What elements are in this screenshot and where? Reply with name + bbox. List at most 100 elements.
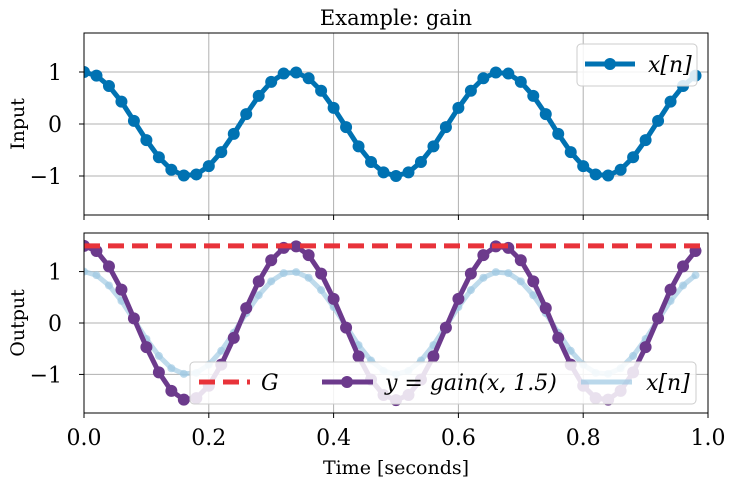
output-series-0-point xyxy=(240,302,253,315)
output-series-1-point xyxy=(167,364,176,373)
output-x-tick-label: 0.4 xyxy=(316,426,351,451)
output-series-1-point xyxy=(566,346,575,355)
output-series-0-point xyxy=(552,331,565,344)
output-series-1-point xyxy=(466,286,475,295)
input-series-0-point xyxy=(614,163,627,176)
output-series-0-point xyxy=(427,350,440,363)
x-axis-label: Time [seconds] xyxy=(323,457,469,479)
output-series-0-point xyxy=(477,249,490,262)
input-series-0-point xyxy=(302,72,315,85)
output-series-0-point xyxy=(102,260,115,273)
output-series-0-point xyxy=(177,393,190,406)
output-series-1-point xyxy=(679,281,688,290)
output-legend: G y = gain(x, 1.5) x[n] xyxy=(189,361,697,405)
input-series-0-point xyxy=(240,108,253,121)
output-y-tick-label: −1 xyxy=(30,363,62,388)
input-series-0-point xyxy=(90,69,103,82)
output-series-1-point xyxy=(279,269,288,278)
output-x-tick-label: 0.6 xyxy=(441,426,476,451)
input-series-0-point xyxy=(552,127,565,140)
output-series-1-point xyxy=(154,351,163,360)
input-series-0-point xyxy=(439,121,452,134)
output-series-0-point xyxy=(315,267,328,280)
input-series-0-point xyxy=(252,89,265,102)
input-y-tick-label: −1 xyxy=(30,165,62,190)
output-series-0-point xyxy=(152,366,165,379)
output-series-0-point xyxy=(464,267,477,280)
input-series-0-point xyxy=(102,80,115,93)
input-series-0-point xyxy=(84,66,90,78)
output-panel: Output −1 0 1 0.0 0.2 0.4 0.6 0.8 1.0 Time [sec… xyxy=(7,232,726,479)
input-legend-swatch-marker xyxy=(604,58,616,70)
output-series-0-point xyxy=(439,321,452,334)
output-series-0-point xyxy=(352,350,365,363)
input-series-0-point xyxy=(115,95,128,108)
output-series-1-point xyxy=(267,277,276,286)
output-series-0-point xyxy=(664,283,677,296)
output-series-1-point xyxy=(84,267,88,276)
input-series-0-point xyxy=(352,140,365,153)
output-y-tick-label: 1 xyxy=(48,261,62,286)
input-series-0-point xyxy=(502,67,515,80)
input-series-0-point xyxy=(340,121,353,134)
input-panel-title: Example: gain xyxy=(320,6,472,30)
input-series-0-point xyxy=(427,140,440,153)
output-series-0-point xyxy=(677,260,690,273)
output-series-1-point xyxy=(504,269,513,278)
output-series-1-point xyxy=(292,268,301,277)
output-series-0-point xyxy=(639,341,652,354)
output-series-0-point xyxy=(539,302,552,315)
output-series-0-point xyxy=(127,312,140,325)
output-series-1-point xyxy=(254,291,263,300)
input-y-tick-label: 1 xyxy=(48,61,62,86)
input-y-tick-label: 0 xyxy=(48,113,62,138)
output-series-0-point xyxy=(165,384,178,397)
input-series-0-point xyxy=(664,95,677,108)
input-series-0-point xyxy=(315,84,328,97)
input-series-0-point xyxy=(602,169,615,182)
input-series-0-point xyxy=(589,168,602,181)
input-legend: x[n] xyxy=(576,43,698,87)
input-y-axis-label: Input xyxy=(7,98,29,150)
output-legend-label-y: y = gain(x, 1.5) xyxy=(384,371,557,396)
output-x-tick-label: 1.0 xyxy=(691,426,726,451)
input-panel: Example: gain Input −1 0 1 x[n] xyxy=(7,6,709,220)
output-legend-label-g: G xyxy=(261,371,279,396)
output-x-tick-label: 0.0 xyxy=(67,426,102,451)
input-series-0-point xyxy=(477,72,490,85)
output-y-tick-label: 0 xyxy=(48,312,62,337)
output-series-1-point xyxy=(529,291,538,300)
input-series-0-point xyxy=(140,134,153,147)
output-series-1-point xyxy=(217,346,226,355)
input-series-0-point xyxy=(327,101,340,114)
input-series-0-point xyxy=(127,114,140,127)
input-series-0-point xyxy=(177,169,190,182)
input-series-0-point xyxy=(627,151,640,164)
output-series-0-point xyxy=(340,321,353,334)
output-y-axis-label: Output xyxy=(7,289,29,357)
output-series-1-point xyxy=(92,271,101,280)
input-series-0-point xyxy=(390,170,402,182)
input-series-0-point xyxy=(464,84,477,97)
output-series-1-point xyxy=(479,273,488,282)
output-series-1-point xyxy=(304,273,313,282)
input-series-0-point xyxy=(564,146,577,159)
input-series-0-point xyxy=(639,134,652,147)
output-series-0-point xyxy=(227,331,240,344)
output-series-1-point xyxy=(691,271,700,280)
output-series-1-point xyxy=(317,286,326,295)
input-series-0-point xyxy=(202,160,215,173)
input-series-0-point xyxy=(277,67,290,80)
input-series-0-point xyxy=(377,166,390,179)
input-series-0-point xyxy=(402,166,415,179)
input-series-0-point xyxy=(265,75,278,88)
input-series-0-point xyxy=(414,155,427,168)
output-legend-label-x: x[n] xyxy=(646,371,690,396)
output-series-1-point xyxy=(104,281,113,290)
input-series-0-point xyxy=(290,66,303,79)
input-series-0-point xyxy=(489,66,502,79)
input-series-0-point xyxy=(452,101,465,114)
input-series-0-point xyxy=(365,155,378,168)
input-series-0-point xyxy=(227,127,240,140)
